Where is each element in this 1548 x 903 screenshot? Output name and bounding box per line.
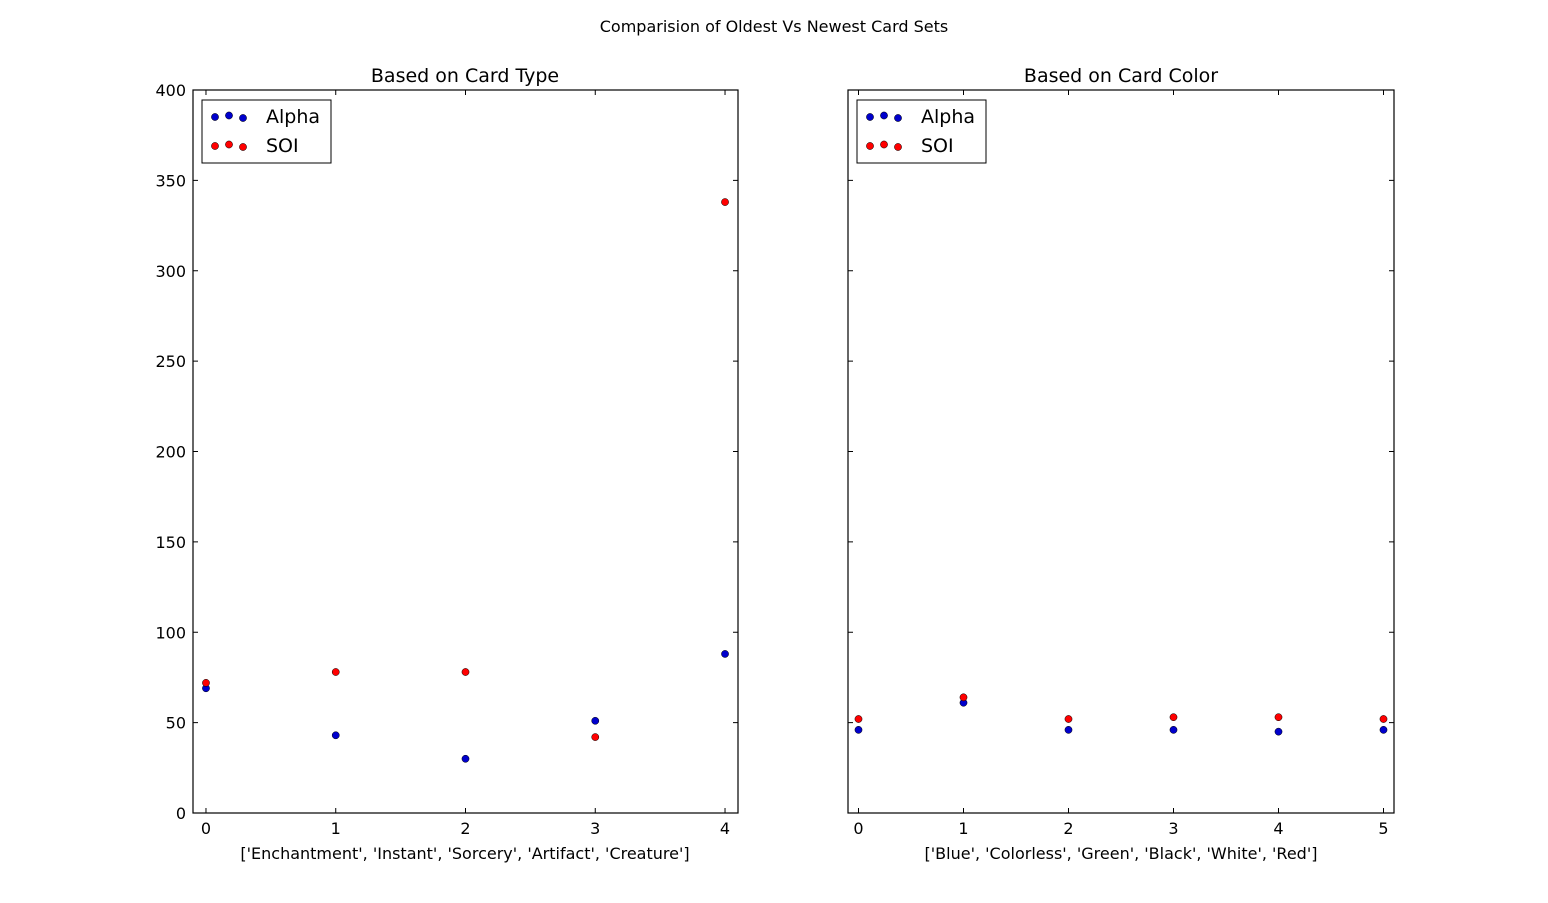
card-type-ytick-label: 200: [155, 443, 186, 462]
card-type-ytick-label: 350: [155, 171, 186, 190]
card-type-xtick-label: 3: [590, 819, 600, 838]
figure-title: Comparision of Oldest Vs Newest Card Set…: [600, 17, 949, 36]
card-type-xtick-label: 1: [331, 819, 341, 838]
card-color-point-soi: [854, 715, 863, 723]
card-color-xtick-label: 2: [1063, 819, 1073, 838]
card-type-legend-marker-soi: [211, 142, 219, 150]
card-type-legend-marker-alpha: [225, 111, 233, 120]
card-type-legend-marker-soi: [225, 140, 233, 149]
card-type-legend-box: [201, 99, 332, 164]
card-type-ytick-label: 250: [155, 352, 186, 371]
card-type-ytick-label: 0: [176, 804, 186, 823]
subplot-card-color: Based on Card Color ['Blue', 'Colorless'…: [847, 65, 1395, 863]
card-type-legend-label-soi: SOI: [266, 135, 299, 157]
card-type-xtick-label: 0: [201, 819, 211, 838]
subplot-card-type-title: Based on Card Type: [371, 65, 559, 87]
subplot-card-type-xlabel: ['Enchantment', 'Instant', 'Sorcery', 'A…: [240, 844, 689, 863]
card-type-legend: Alpha SOI: [201, 99, 332, 164]
card-color-xtick-label: 3: [1168, 819, 1178, 838]
card-type-legend-label-alpha: Alpha: [266, 106, 320, 128]
card-color-legend-box: [856, 99, 987, 164]
card-color-point-alpha: [1379, 726, 1388, 734]
card-color-xtick-label: 5: [1378, 819, 1388, 838]
card-color-xtick-label: 0: [853, 819, 863, 838]
card-color-point-soi: [1274, 713, 1283, 722]
card-type-ytick-label: 150: [155, 533, 186, 552]
card-color-legend-marker-alpha: [880, 111, 888, 120]
card-color-point-alpha: [1274, 727, 1283, 736]
card-color-xtick-label: 1: [958, 819, 968, 838]
card-color-point-soi: [1379, 715, 1388, 723]
card-color-point-soi: [959, 693, 968, 702]
card-color-point-alpha: [1064, 726, 1073, 734]
card-type-point-soi: [591, 733, 600, 741]
card-type-legend-marker-alpha: [239, 114, 247, 122]
card-color-legend-label-alpha: Alpha: [921, 106, 975, 128]
card-type-xtick-label: 4: [720, 819, 730, 838]
card-type-point-soi: [721, 198, 729, 206]
card-type-ytick-label: 400: [155, 81, 186, 100]
card-color-legend: Alpha SOI: [856, 99, 987, 164]
card-color-point-alpha: [1169, 726, 1178, 734]
card-type-point-alpha: [721, 650, 729, 658]
card-type-ytick-label: 300: [155, 262, 186, 281]
card-type-point-alpha: [331, 731, 340, 740]
card-color-legend-label-soi: SOI: [921, 135, 954, 157]
card-color-point-soi: [1169, 713, 1178, 722]
card-type-ytick-label: 50: [166, 714, 186, 733]
card-color-legend-marker-soi: [880, 140, 888, 149]
card-type-point-alpha: [591, 716, 600, 725]
card-type-ytick-label: 100: [155, 623, 186, 642]
card-type-point-soi: [461, 668, 470, 676]
card-type-point-alpha: [461, 754, 470, 763]
card-color-plot-frame: [847, 89, 1395, 814]
card-type-legend-marker-soi: [239, 143, 247, 151]
card-color-xtick-label: 4: [1273, 819, 1283, 838]
card-color-point-soi: [1064, 715, 1073, 723]
subplot-card-type: Based on Card Type ['Enchantment', 'Inst…: [155, 65, 739, 863]
card-type-point-soi: [202, 679, 210, 687]
card-color-legend-marker-alpha: [866, 113, 874, 121]
subplot-card-color-xlabel: ['Blue', 'Colorless', 'Green', 'Black', …: [925, 844, 1318, 863]
card-type-point-soi: [331, 668, 340, 676]
card-color-legend-marker-alpha: [894, 114, 902, 122]
card-type-xtick-label: 2: [460, 819, 470, 838]
card-type-plot-frame: [192, 89, 739, 814]
card-color-legend-marker-soi: [866, 142, 874, 150]
card-type-legend-marker-alpha: [211, 113, 219, 121]
card-color-point-alpha: [854, 726, 863, 734]
card-color-legend-marker-soi: [894, 143, 902, 151]
subplot-card-color-title: Based on Card Color: [1024, 65, 1218, 87]
